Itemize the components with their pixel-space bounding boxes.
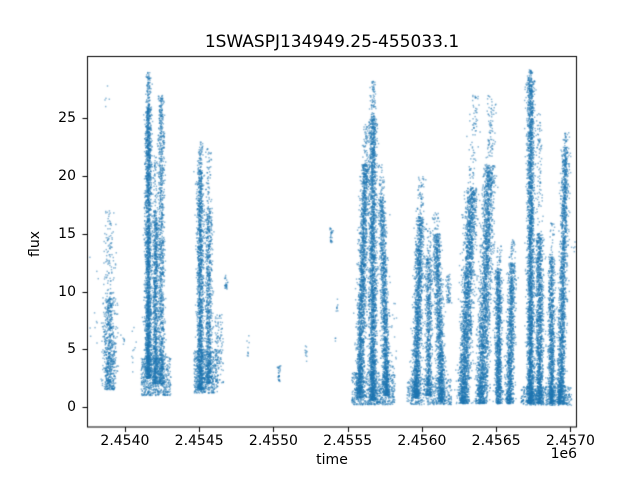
chart-title: 1SWASPJ134949.25-455033.1: [204, 32, 460, 52]
x-tick-label: 2.4560: [397, 433, 447, 449]
y-tick-label: 25: [58, 110, 76, 127]
x-tick-label: 2.4565: [471, 433, 521, 449]
y-tick-label: 20: [58, 168, 76, 185]
x-tick-label: 2.4555: [323, 433, 373, 449]
x-tick-label: 2.4570: [545, 433, 595, 449]
x-tick-label: 2.4550: [248, 433, 298, 449]
y-tick-label: 5: [67, 341, 76, 358]
y-tick-label: 15: [58, 225, 76, 242]
x-axis-label: time: [316, 452, 348, 468]
y-tick-label: 0: [67, 399, 76, 416]
y-tick-label: 10: [58, 283, 76, 300]
x-axis-offset-label: 1e6: [550, 446, 577, 462]
x-tick-label: 2.4545: [174, 433, 224, 449]
x-tick-label: 2.4540: [100, 433, 150, 449]
